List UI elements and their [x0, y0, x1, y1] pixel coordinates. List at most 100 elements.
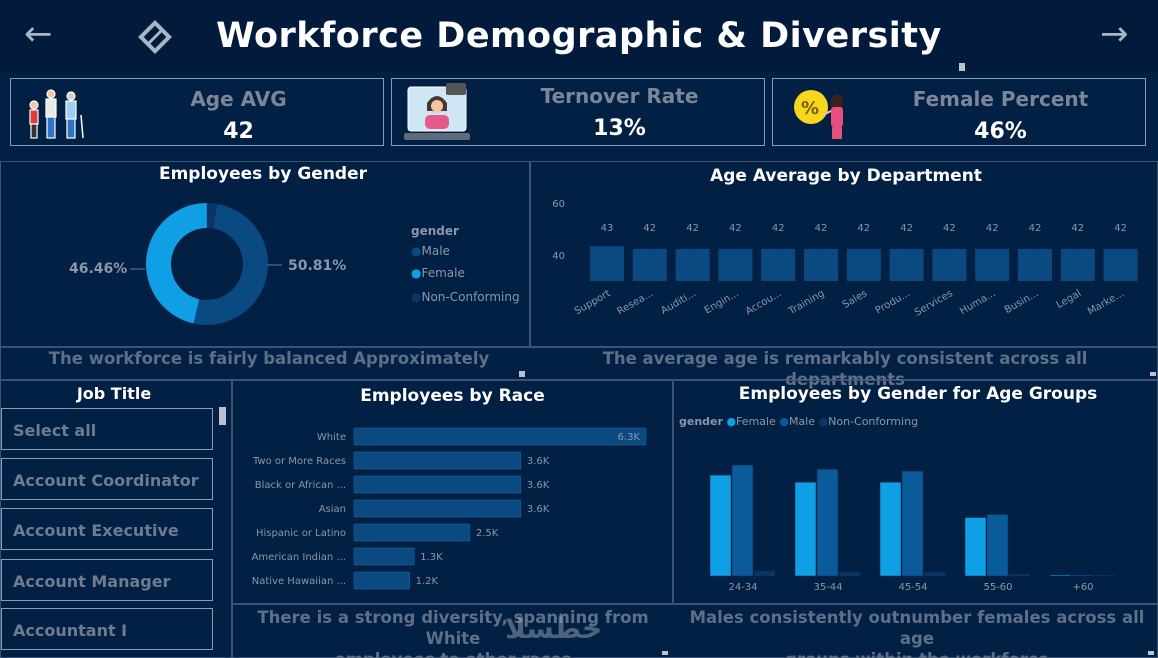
bar[interactable]: [889, 248, 924, 281]
bookmark-diamond-icon[interactable]: [138, 20, 172, 54]
legend-item-male[interactable]: Male: [788, 415, 815, 428]
age-dept-insight: The average age is remarkably consistent…: [602, 349, 1088, 389]
y-tick-label: 60: [552, 199, 565, 210]
bar-non-conforming[interactable]: [923, 571, 946, 577]
donut-slice-non-conforming[interactable]: [206, 203, 218, 229]
y-tick-label: Black or African ...: [255, 480, 346, 491]
legend-item-female[interactable]: ●Female: [411, 266, 465, 280]
bar[interactable]: [632, 248, 667, 281]
bar-male[interactable]: [816, 468, 839, 577]
bar[interactable]: [1103, 248, 1138, 281]
donut-slice-male[interactable]: [193, 203, 269, 326]
bar[interactable]: [590, 246, 624, 281]
kpi-card-female: % Female Percent 46%: [772, 78, 1146, 146]
bar[interactable]: [975, 248, 1010, 281]
bar-female[interactable]: [794, 481, 817, 577]
bar-non-conforming[interactable]: [1008, 573, 1031, 577]
data-label: 42: [900, 223, 913, 234]
insight-line: There is a strong diversity, spanning fr…: [257, 608, 649, 648]
gender-insight: The workforce is fairly balanced Approxi…: [48, 349, 490, 368]
bar[interactable]: [353, 547, 415, 566]
bar-female[interactable]: [964, 517, 987, 577]
data-label: 6.3K: [618, 432, 641, 443]
resize-handle[interactable]: [662, 651, 668, 655]
race-chart-panel: [232, 380, 673, 604]
legend-item-female[interactable]: Female: [736, 415, 776, 428]
x-tick-label: Engin...: [703, 288, 741, 316]
slicer-scrollbar[interactable]: [219, 407, 226, 425]
slicer-item[interactable]: Account Manager: [1, 559, 213, 601]
legend-item-male[interactable]: ●Male: [411, 244, 450, 258]
x-tick-label: Auditi...: [659, 288, 698, 317]
bar-non-conforming[interactable]: [1093, 574, 1116, 577]
slicer-item[interactable]: Select all: [1, 408, 213, 450]
resize-handle[interactable]: [1148, 651, 1154, 655]
svg-text:%: %: [801, 98, 819, 119]
bar[interactable]: [804, 248, 838, 281]
data-label: 42: [986, 223, 999, 234]
bar[interactable]: [353, 427, 647, 446]
gender-legend-title: gender: [411, 224, 459, 238]
age-group-bar-chart: 24-34 35-44 45-54 55-60 +60: [709, 464, 1116, 593]
bar-male[interactable]: [1071, 574, 1094, 577]
bar[interactable]: [761, 248, 796, 281]
x-tick-label: Legal: [1055, 288, 1084, 311]
data-label: 42: [857, 223, 870, 234]
kpi-card-turnover: Ternover Rate 13%: [391, 78, 765, 146]
resize-handle[interactable]: [1150, 372, 1156, 376]
donut-slice-female[interactable]: [146, 203, 207, 324]
age-dept-bar-chart: 40 60 43 Support 42 Resea... 42 Auditi... 42 Engi…: [552, 199, 1138, 319]
header-bar: ← Workforce Demographic & Diversity →: [0, 0, 1158, 72]
bar[interactable]: [353, 499, 522, 518]
resize-handle[interactable]: [519, 371, 525, 377]
kpi-label: Female Percent: [912, 87, 1089, 111]
insight-line: Males consistently outnumber females acr…: [689, 608, 1145, 648]
job-title-heading: Job Title: [76, 384, 152, 403]
bar-male[interactable]: [986, 514, 1009, 577]
page-title: Workforce Demographic & Diversity: [216, 16, 942, 56]
legend-item-non-conforming[interactable]: Non-Conforming: [828, 415, 919, 428]
bar-male[interactable]: [901, 470, 924, 577]
bar[interactable]: [353, 571, 410, 590]
data-label: 43: [601, 223, 614, 234]
x-tick-label: Resea...: [615, 288, 655, 317]
bar[interactable]: [353, 451, 522, 470]
bar[interactable]: [675, 248, 710, 281]
slicer-item[interactable]: Account Coordinator: [1, 458, 213, 500]
kpi-value: 13%: [593, 116, 646, 141]
y-tick-label: Native Hawaiian ...: [252, 576, 346, 587]
y-tick-label: White: [317, 432, 346, 443]
arrow-left-icon[interactable]: ←: [24, 14, 53, 54]
x-tick-label: 24-34: [728, 582, 757, 593]
insight-line: employees to other races: [236, 649, 670, 658]
bar[interactable]: [718, 248, 753, 281]
bar[interactable]: [353, 523, 471, 542]
laptop-person-icon: [404, 81, 474, 145]
bar-female[interactable]: [1049, 574, 1072, 577]
bar[interactable]: [1018, 248, 1052, 281]
data-label: 3.6K: [527, 456, 550, 467]
bar[interactable]: [846, 248, 881, 281]
gender-chart-title: Employees by Gender: [158, 164, 368, 184]
data-label: 1.3K: [420, 552, 443, 563]
x-tick-label: Services: [913, 288, 955, 319]
slicer-item[interactable]: Accountant I: [1, 608, 213, 650]
bar[interactable]: [353, 475, 522, 494]
bar-non-conforming[interactable]: [753, 570, 776, 577]
bar-non-conforming[interactable]: [838, 571, 861, 577]
data-label: 42: [772, 223, 785, 234]
bar[interactable]: [932, 248, 967, 281]
arrow-right-icon[interactable]: →: [1100, 14, 1129, 54]
bar[interactable]: [1060, 248, 1095, 281]
bar-female[interactable]: [879, 481, 902, 577]
x-tick-label: Sales: [841, 288, 870, 311]
age-group-legend: gender ●Female ●Male ●Non-Conforming: [679, 415, 919, 428]
legend-item-non-conforming[interactable]: ●Non-Conforming: [411, 290, 520, 304]
slicer-item[interactable]: Account Executive: [1, 508, 213, 550]
bar-female[interactable]: [709, 474, 732, 577]
bar-male[interactable]: [731, 464, 754, 577]
y-tick-label: 40: [552, 251, 565, 262]
resize-handle[interactable]: [959, 63, 965, 71]
data-label: 42: [1029, 223, 1042, 234]
